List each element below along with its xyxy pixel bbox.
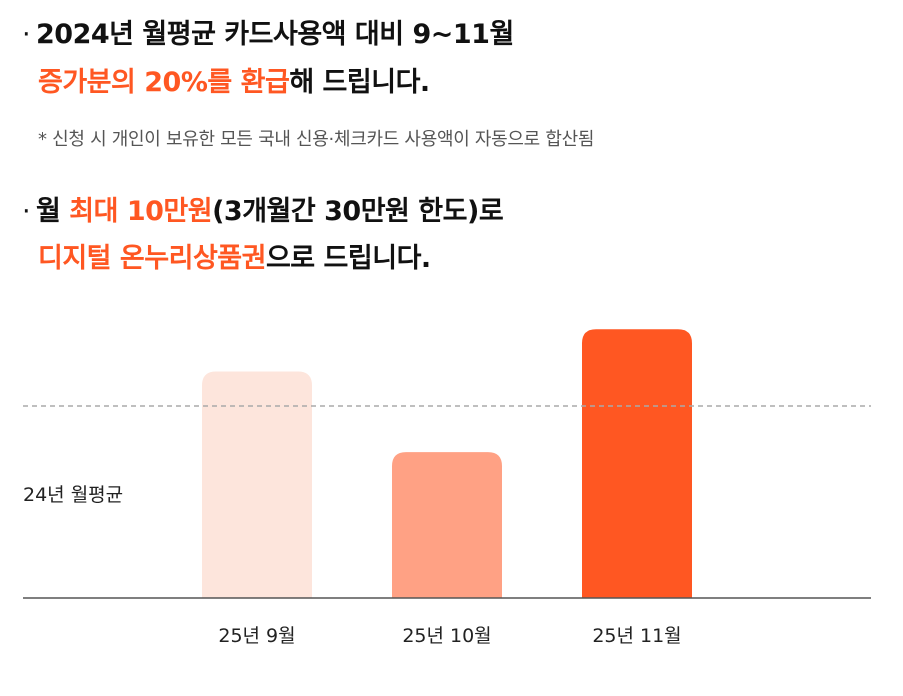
- headline-2-pre: 월: [36, 196, 70, 227]
- bullet: ·: [22, 196, 31, 227]
- bars-group: [202, 329, 692, 598]
- headline-2-line-2: 디지털 온누리상품권으로 드립니다.: [38, 236, 431, 275]
- bar-1: [202, 371, 312, 598]
- x-tick-labels: 25년 9월 25년 10월 25년 11월: [218, 625, 681, 647]
- headline-1-line-2: 증가분의 20%를 환급해 드립니다.: [38, 60, 430, 99]
- bullet: ·: [22, 19, 31, 50]
- bar-chart: 25년 9월 25년 10월 25년 11월: [23, 329, 871, 647]
- headline-2-rest: (3개월간 30만원 한도)로: [212, 196, 504, 227]
- bar-2: [392, 452, 502, 598]
- headline-2-line-2-rest: 으로 드립니다.: [265, 243, 431, 274]
- bar-3: [582, 329, 692, 598]
- headline-1-rest: 해 드립니다.: [289, 67, 430, 98]
- footnote: * 신청 시 개인이 보유한 모든 국내 신용·체크카드 사용액이 자동으로 합…: [38, 129, 595, 150]
- headline-2-line-1: · 월 최대 10만원(3개월간 30만원 한도)로: [22, 189, 504, 228]
- headline-1-line-1: · 2024년 월평균 카드사용액 대비 9~11월: [22, 12, 514, 51]
- x-tick-label: 25년 9월: [218, 625, 295, 647]
- x-tick-label: 25년 11월: [592, 625, 681, 647]
- reference-line-label: 24년 월평균: [23, 484, 124, 506]
- headline-2-accent: 최대 10만원: [69, 196, 213, 227]
- headline-1-text: 2024년 월평균 카드사용액 대비 9~11월: [36, 19, 514, 50]
- x-tick-label: 25년 10월: [402, 625, 491, 647]
- headline-1-accent: 증가분의 20%를 환급: [38, 67, 290, 98]
- headline-2-line-2-accent: 디지털 온누리상품권: [38, 243, 266, 274]
